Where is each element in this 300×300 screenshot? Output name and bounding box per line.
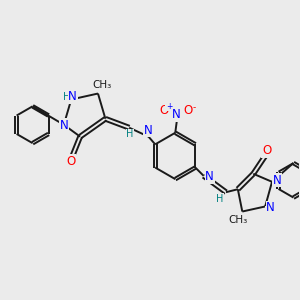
Text: CH₃: CH₃ — [228, 215, 248, 225]
Text: -: - — [193, 103, 196, 112]
Text: H: H — [126, 129, 134, 139]
Text: H: H — [63, 92, 70, 101]
Text: N: N — [68, 90, 77, 103]
Text: CH₃: CH₃ — [93, 80, 112, 90]
Text: O: O — [160, 104, 169, 117]
Text: N: N — [143, 124, 152, 136]
Text: N: N — [273, 174, 282, 187]
Text: O: O — [66, 155, 75, 168]
Text: N: N — [205, 170, 214, 183]
Text: +: + — [166, 101, 172, 110]
Text: O: O — [183, 104, 193, 117]
Text: H: H — [216, 194, 224, 204]
Text: O: O — [262, 144, 271, 157]
Text: N: N — [172, 108, 181, 122]
Text: H: H — [266, 207, 273, 217]
Text: N: N — [60, 119, 69, 132]
Text: N: N — [266, 201, 275, 214]
